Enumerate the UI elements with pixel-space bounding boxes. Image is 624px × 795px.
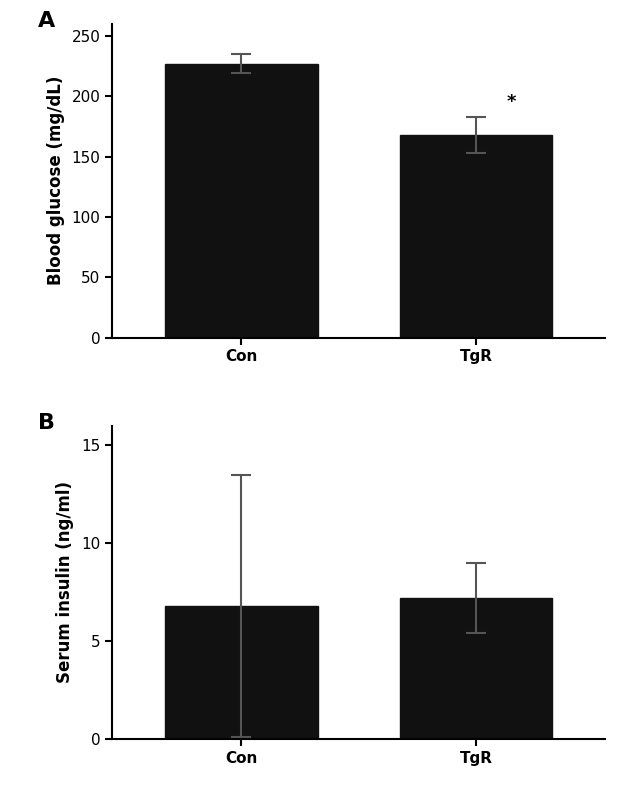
Text: B: B [39,413,56,433]
Y-axis label: Serum insulin (ng/ml): Serum insulin (ng/ml) [56,482,74,684]
Y-axis label: Blood glucose (mg/dL): Blood glucose (mg/dL) [47,76,65,285]
Bar [165,64,318,338]
Text: *: * [507,92,516,111]
Bar [400,598,552,739]
Bar [400,135,552,338]
Text: A: A [39,11,56,31]
Bar [165,606,318,739]
